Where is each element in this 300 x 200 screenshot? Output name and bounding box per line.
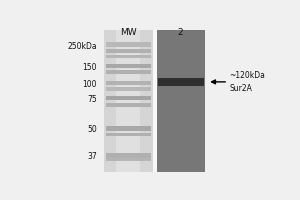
Text: 50: 50	[87, 125, 97, 134]
Bar	[106, 153, 151, 158]
Text: MW: MW	[120, 28, 136, 37]
Bar	[158, 78, 204, 86]
Bar	[106, 64, 151, 68]
Bar	[106, 96, 151, 100]
Text: 2: 2	[178, 28, 183, 37]
Bar	[106, 55, 151, 58]
Bar	[106, 126, 151, 131]
Bar	[106, 70, 151, 74]
Text: 37: 37	[87, 152, 97, 161]
Bar	[106, 49, 151, 53]
Bar	[106, 103, 151, 107]
Text: Sur2A: Sur2A	[229, 84, 252, 93]
Bar	[106, 133, 151, 136]
Bar	[106, 81, 151, 85]
Bar	[104, 30, 153, 172]
Text: ~120kDa: ~120kDa	[229, 71, 265, 80]
Bar	[106, 87, 151, 91]
Bar	[106, 42, 151, 47]
Text: 150: 150	[82, 63, 97, 72]
Text: 75: 75	[87, 95, 97, 104]
Bar	[153, 30, 157, 172]
Bar	[116, 30, 140, 172]
Text: 100: 100	[82, 80, 97, 89]
Bar	[106, 158, 151, 161]
Text: 250kDa: 250kDa	[67, 42, 97, 51]
Bar	[157, 30, 205, 172]
